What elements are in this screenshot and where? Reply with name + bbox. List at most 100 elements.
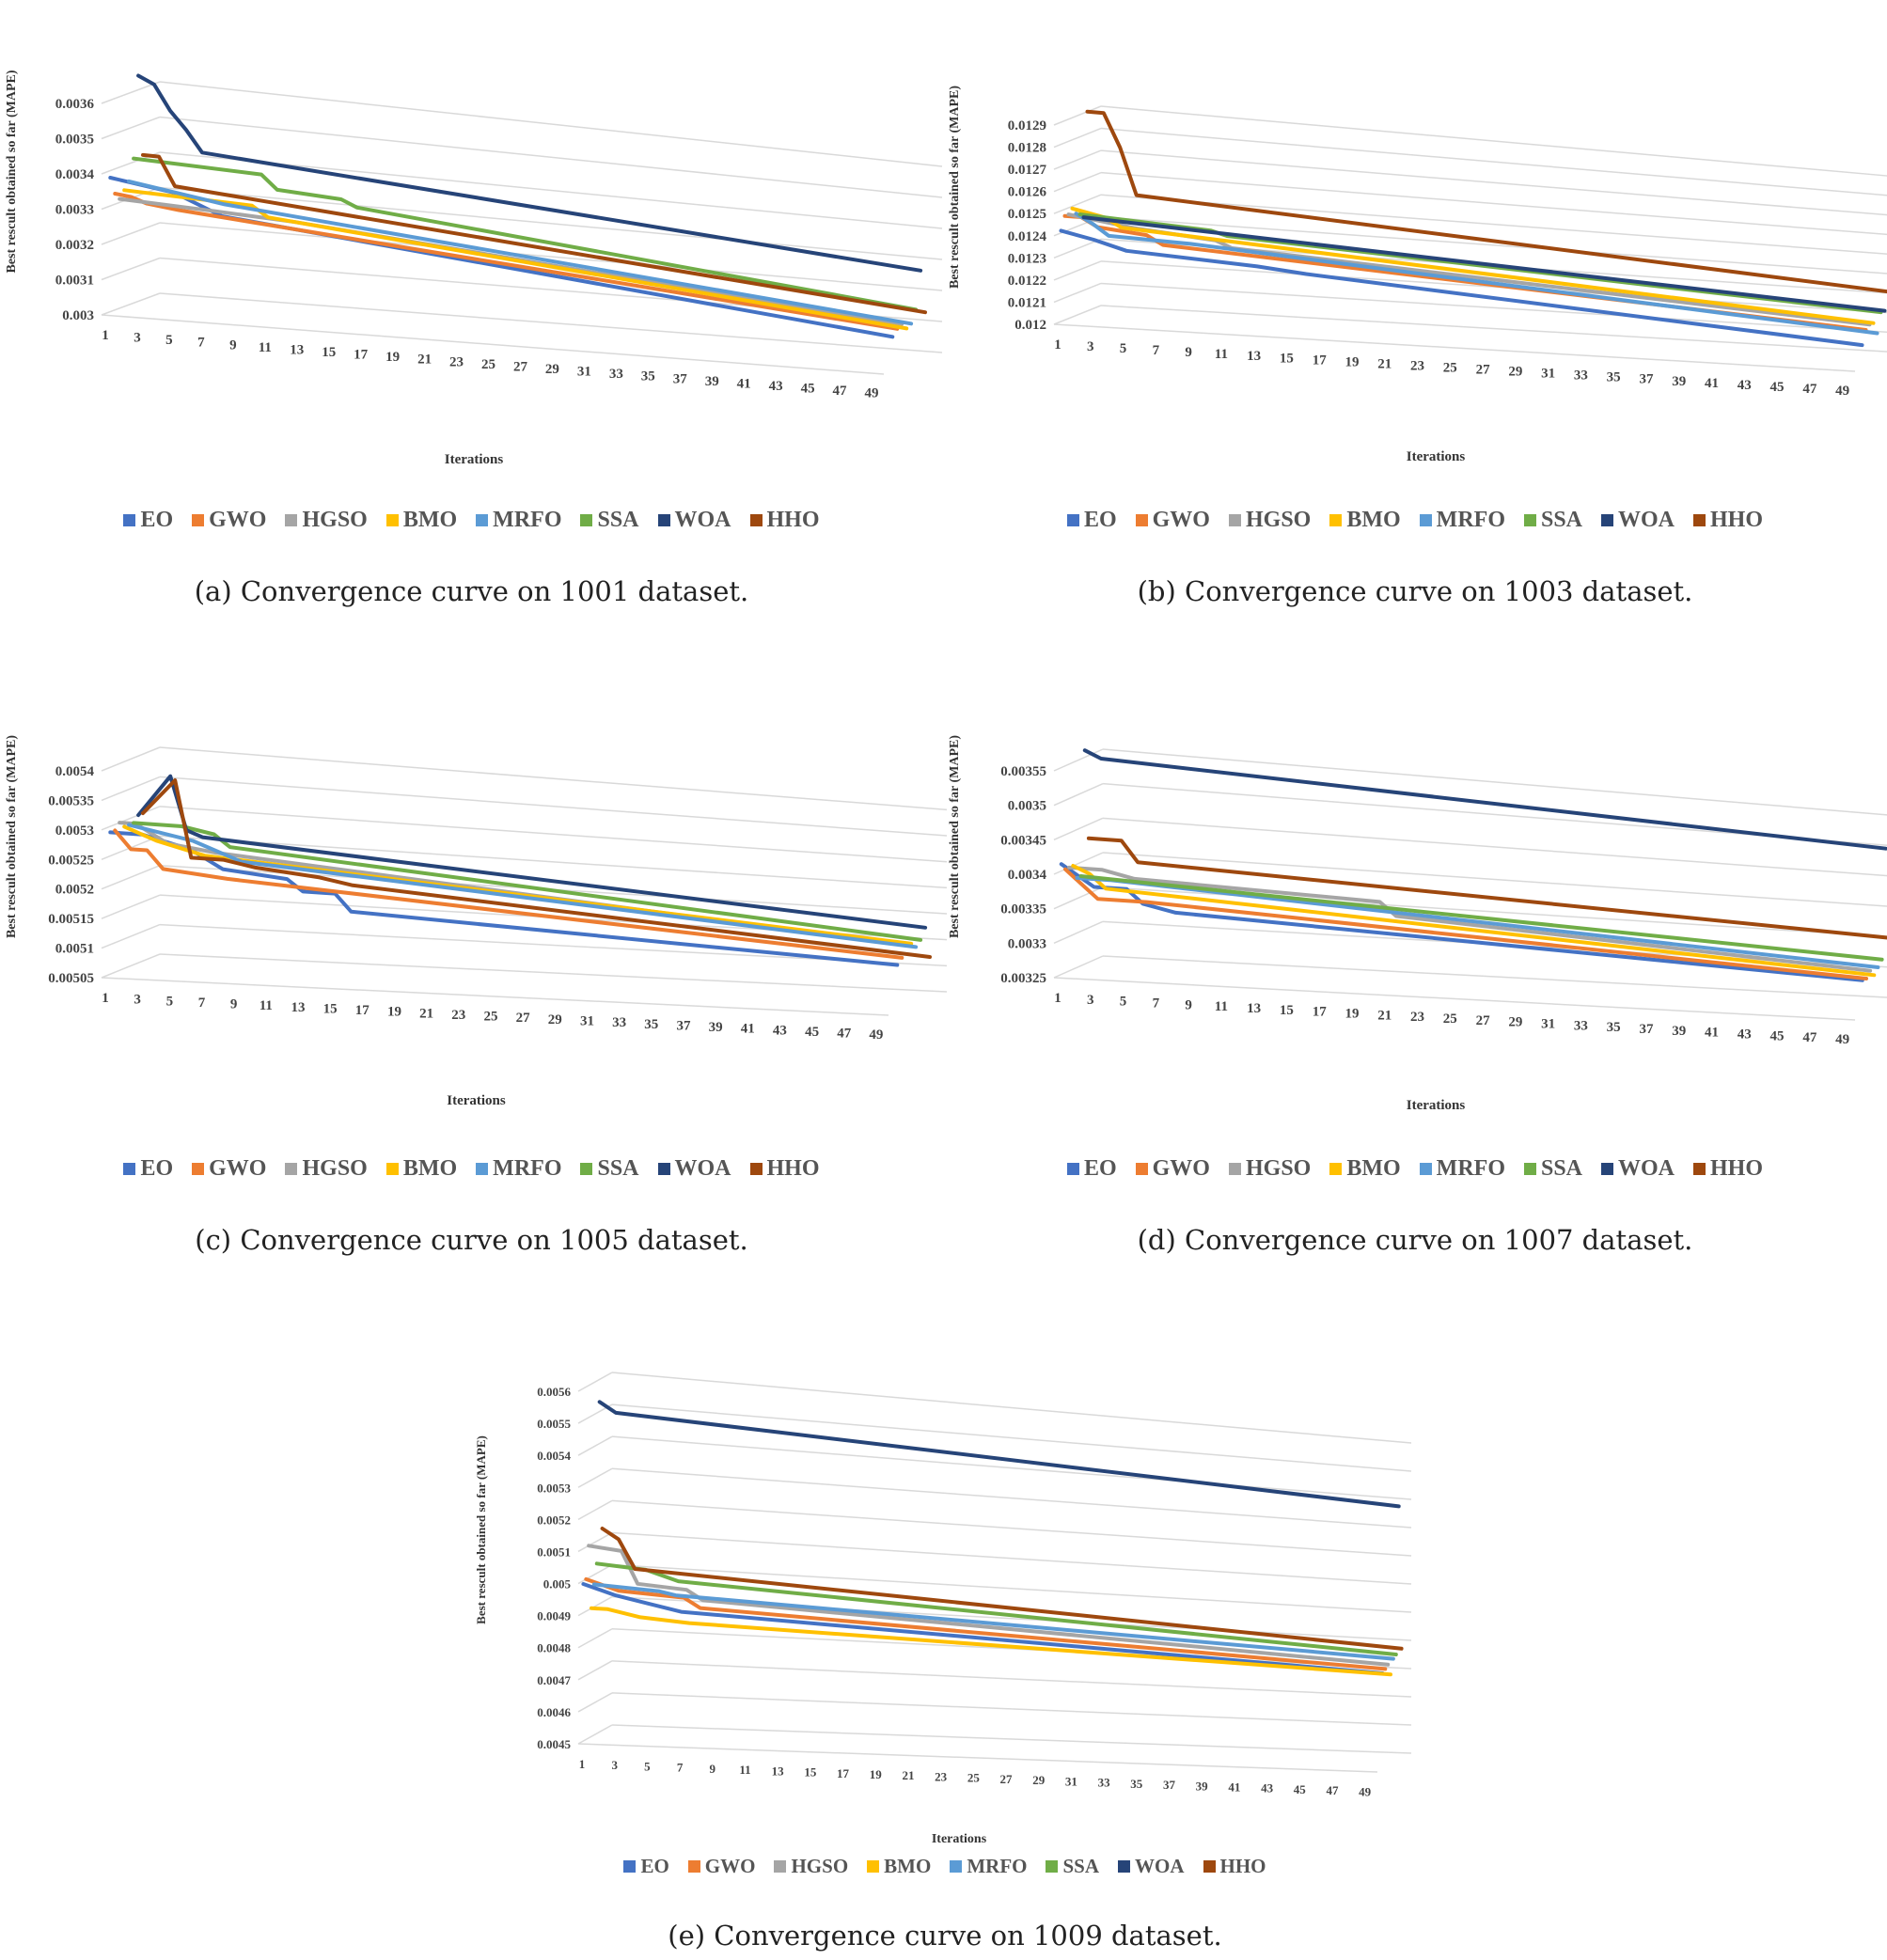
- y-tick-label: 0.0047: [537, 1673, 571, 1687]
- legend-swatch: [867, 1860, 880, 1873]
- legend-item-eo: EO: [1066, 508, 1117, 533]
- x-tick-label: 29: [1508, 1015, 1522, 1030]
- gridline-diag: [1053, 305, 1102, 325]
- legend-label: HHO: [766, 1156, 820, 1181]
- x-tick-label: 31: [1541, 367, 1555, 382]
- legend-swatch: [285, 514, 298, 526]
- legend-swatch: [687, 1860, 700, 1873]
- x-tick-label: 47: [833, 384, 848, 399]
- x-tick-label: 13: [291, 1000, 305, 1015]
- legend-item-woa: WOA: [1601, 1156, 1675, 1182]
- y-tick-label: 0.0031: [55, 274, 94, 289]
- gridline: [1100, 194, 1887, 255]
- x-tick-label: 5: [1120, 995, 1127, 1010]
- legend-item-bmo: BMO: [385, 1156, 457, 1182]
- series-line-bmo: [590, 1606, 1392, 1677]
- legend-label: SSA: [1540, 508, 1583, 532]
- legend-label: SSA: [1540, 1156, 1583, 1181]
- x-axis-title: Iterations: [445, 452, 504, 467]
- gridline-diag: [101, 923, 161, 949]
- gridline-diag: [1053, 955, 1104, 979]
- gridline-diag: [1053, 817, 1104, 841]
- legend-item-hgso: HGSO: [1228, 1156, 1312, 1182]
- y-tick-label: 0.0126: [1008, 185, 1047, 200]
- x-tick-label: 39: [1672, 1024, 1686, 1039]
- legend-swatch: [1329, 1163, 1343, 1175]
- x-tick-label: 29: [548, 1012, 562, 1027]
- series-line-woa: [597, 1400, 1401, 1509]
- gridline-diag: [101, 292, 161, 316]
- legend-item-ssa: SSA: [1523, 1156, 1583, 1182]
- gridline-diag: [101, 257, 161, 281]
- x-axis-title: Iterations: [1407, 1098, 1466, 1113]
- legend-swatch: [749, 1163, 763, 1175]
- gridline: [611, 1372, 1412, 1444]
- legend-swatch: [1329, 514, 1343, 526]
- legend-label: HHO: [1710, 508, 1764, 532]
- legend-label: HGSO: [1245, 508, 1312, 532]
- legend-label: EO: [640, 1855, 669, 1877]
- x-tick-label: 41: [1228, 1780, 1240, 1794]
- x-tick-label: 45: [805, 1025, 819, 1040]
- x-tick-label: 9: [1185, 997, 1192, 1012]
- y-tick-label: 0.0127: [1008, 163, 1047, 178]
- legend-item-hho: HHO: [749, 1156, 820, 1182]
- legend-item-hgso: HGSO: [285, 508, 368, 533]
- x-tick-label: 1: [102, 991, 109, 1006]
- legend-swatch: [1046, 1860, 1059, 1873]
- x-axis-title: Iterations: [1407, 449, 1466, 464]
- legend-item-ssa: SSA: [1046, 1855, 1099, 1878]
- legend-item-ssa: SSA: [580, 508, 639, 533]
- floor-edge: [1053, 323, 1856, 372]
- legend-swatch: [657, 514, 670, 526]
- y-tick-label: 0.0034: [1008, 868, 1047, 883]
- legend-swatch: [657, 1163, 670, 1175]
- x-tick-label: 1: [1054, 991, 1061, 1006]
- gridline-diag: [577, 1660, 613, 1681]
- legend-swatch: [1066, 1163, 1079, 1175]
- x-tick-label: 17: [837, 1766, 850, 1780]
- chart-e-caption: (e) Convergence curve on 1009 dataset.: [668, 1920, 1222, 1952]
- legend-label: HGSO: [1245, 1156, 1312, 1181]
- legend-label: BMO: [402, 508, 458, 532]
- legend-label: SSA: [597, 1156, 639, 1181]
- gridline: [1100, 305, 1887, 353]
- chart-a-caption: (a) Convergence curve on 1001 dataset.: [194, 575, 749, 607]
- legend-swatch: [580, 514, 593, 526]
- gridline: [1100, 282, 1887, 334]
- legend-label: MRFO: [967, 1855, 1028, 1877]
- series-line-hgso: [1067, 865, 1873, 973]
- legend-label: HGSO: [791, 1855, 849, 1877]
- legend-label: MRFO: [1436, 1156, 1505, 1181]
- legend-label: WOA: [674, 1156, 731, 1181]
- legend-label: MRFO: [1436, 508, 1505, 532]
- x-tick-label: 49: [869, 1027, 883, 1043]
- x-tick-label: 37: [1163, 1778, 1176, 1792]
- x-tick-label: 33: [612, 1015, 626, 1030]
- legend-swatch: [192, 514, 205, 526]
- series-line-hho: [1086, 836, 1887, 940]
- gridline: [611, 1627, 1412, 1670]
- series-line-woa: [1082, 748, 1887, 851]
- series-line-eo: [1059, 862, 1864, 982]
- gridline-diag: [577, 1724, 613, 1745]
- series-line-eo: [581, 1582, 1385, 1675]
- gridline-diag: [577, 1435, 613, 1456]
- chart-a-svg: 0.003 0.0031 0.0032 0.0033 0.0034 0.0035 0.003…: [5, 70, 943, 467]
- legend-item-eo: EO: [1066, 1156, 1117, 1182]
- x-tick-label: 21: [1377, 1008, 1392, 1023]
- series-line-woa: [1081, 215, 1887, 313]
- gridline: [1100, 260, 1887, 314]
- series-line-mrfo: [127, 823, 919, 949]
- chart-a-legend: EO GWO HGSO BMO MRFO SSA WOA HHO: [0, 508, 943, 533]
- floor-edge: [101, 314, 885, 375]
- y-tick-label: 0.0032: [55, 238, 94, 253]
- gridline: [611, 1435, 1412, 1500]
- legend-label: EO: [140, 508, 174, 532]
- gridline: [159, 81, 943, 167]
- legend-label: GWO: [1152, 508, 1210, 532]
- gridline: [611, 1531, 1412, 1585]
- legend-swatch: [192, 1163, 205, 1175]
- gridline-diag: [577, 1563, 613, 1585]
- y-tick-label: 0.0052: [537, 1513, 571, 1527]
